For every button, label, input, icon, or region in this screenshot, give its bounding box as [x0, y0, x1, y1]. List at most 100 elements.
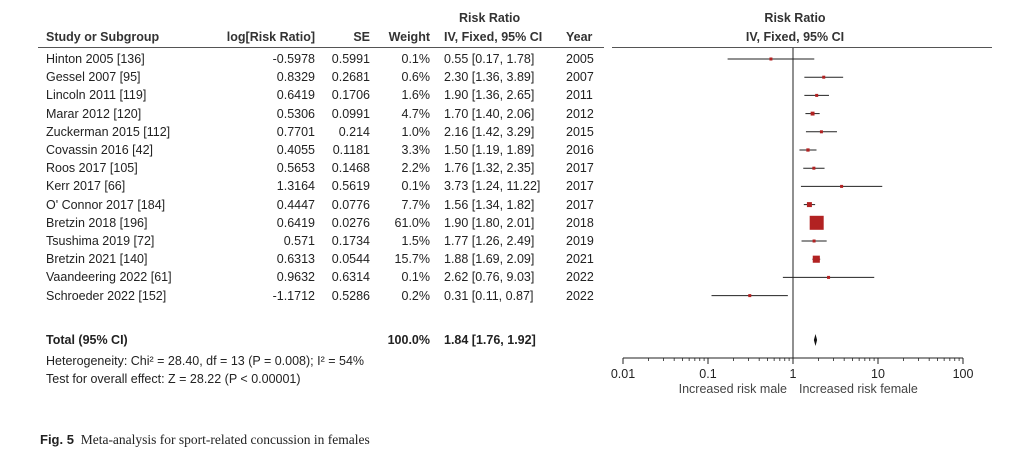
- cell-ci: 2.30 [1.36, 3.89]: [444, 70, 535, 85]
- cell-weight: 0.1%: [401, 52, 431, 66]
- cell-se: 0.5991: [331, 52, 370, 66]
- cell-year: 2011: [566, 88, 593, 103]
- pooled-diamond: [813, 334, 818, 346]
- header-log-rr: log[Risk Ratio]: [226, 30, 315, 44]
- cell-ci: 0.55 [0.17, 1.78]: [444, 52, 535, 66]
- cell-study: Bretzin 2021 [140]: [46, 252, 148, 267]
- left-direction-label: Increased risk male: [679, 382, 787, 396]
- cell-study: Tsushima 2019 [72]: [46, 234, 155, 248]
- cell-study: Hinton 2005 [136]: [46, 52, 145, 66]
- x-tick-label: 100: [953, 367, 974, 381]
- cell-weight: 0.6%: [401, 70, 431, 85]
- overall-effect-text: Test for overall effect: Z = 28.22 (P < …: [46, 372, 301, 386]
- cell-ci: 2.62 [0.76, 9.03]: [444, 270, 535, 285]
- x-tick-label: 10: [871, 367, 885, 381]
- cell-ci: 1.90 [1.36, 2.65]: [444, 88, 535, 103]
- cell-log-rr: -0.5978: [272, 52, 315, 66]
- cell-ci: 1.50 [1.19, 1.89]: [444, 143, 535, 157]
- cell-log-rr: 0.5653: [276, 161, 315, 176]
- header-ci: IV, Fixed, 95% CI: [444, 30, 543, 44]
- cell-ci: 0.31 [0.11, 0.87]: [444, 288, 534, 303]
- cell-se: 0.1706: [331, 88, 370, 103]
- cell-ci: 1.77 [1.26, 2.49]: [444, 234, 535, 248]
- cell-ci: 1.90 [1.80, 2.01]: [444, 215, 535, 230]
- cell-study: Roos 2017 [105]: [46, 161, 138, 176]
- cell-year: 2022: [566, 270, 594, 285]
- total-label: Total (95% CI): [46, 333, 128, 347]
- cell-study: Bretzin 2018 [196]: [46, 215, 148, 230]
- cell-ci: 1.70 [1.40, 2.06]: [444, 106, 535, 121]
- cell-year: 2022: [566, 288, 594, 303]
- study-marker: [769, 57, 773, 61]
- header-weight: Weight: [388, 30, 430, 44]
- cell-ci: 1.88 [1.69, 2.09]: [444, 252, 535, 267]
- cell-se: 0.0776: [331, 197, 370, 212]
- cell-se: 0.0991: [331, 106, 370, 121]
- cell-study: Gessel 2007 [95]: [46, 70, 141, 85]
- right-direction-label: Increased risk female: [799, 382, 918, 396]
- cell-study: Marar 2012 [120]: [46, 106, 142, 121]
- study-marker: [815, 93, 819, 97]
- figure-caption-text: Meta-analysis for sport-related concussi…: [80, 432, 370, 447]
- cell-log-rr: 0.5306: [276, 106, 315, 121]
- cell-year: 2012: [566, 106, 594, 121]
- cell-year: 2017: [566, 179, 594, 194]
- x-tick-label: 0.1: [699, 367, 716, 381]
- cell-year: 2017: [566, 197, 594, 212]
- cell-se: 0.1468: [331, 161, 370, 176]
- cell-weight: 0.1%: [401, 179, 431, 194]
- cell-study: Lincoln 2011 [119]: [46, 88, 147, 103]
- cell-log-rr: 0.6313: [276, 252, 315, 267]
- study-marker: [809, 215, 824, 230]
- cell-weight: 1.0%: [401, 124, 431, 139]
- header-year: Year: [566, 30, 593, 44]
- cell-study: Vaandeering 2022 [61]: [46, 270, 172, 285]
- cell-weight: 0.2%: [401, 288, 431, 303]
- study-marker: [748, 294, 752, 298]
- cell-se: 0.5286: [331, 288, 370, 303]
- cell-log-rr: 0.571: [283, 234, 315, 248]
- cell-weight: 1.6%: [401, 88, 431, 103]
- cell-year: 2019: [566, 234, 594, 248]
- study-marker: [810, 111, 815, 116]
- cell-se: 0.214: [338, 124, 370, 139]
- cell-weight: 0.1%: [401, 270, 431, 285]
- cell-year: 2015: [566, 124, 594, 139]
- cell-log-rr: 0.8329: [276, 70, 315, 85]
- total-ci: 1.84 [1.76, 1.92]: [444, 333, 536, 347]
- cell-log-rr: -1.1712: [272, 288, 315, 303]
- cell-se: 0.1181: [332, 143, 370, 157]
- study-marker: [812, 255, 820, 263]
- cell-se: 0.2681: [331, 70, 370, 85]
- cell-log-rr: 0.4447: [276, 197, 315, 212]
- cell-log-rr: 1.3164: [276, 179, 315, 194]
- study-marker: [819, 130, 823, 134]
- heterogeneity-text: Heterogeneity: Chi² = 28.40, df = 13 (P …: [46, 354, 365, 368]
- cell-se: 0.6314: [331, 270, 370, 285]
- cell-weight: 2.2%: [401, 161, 431, 176]
- cell-study: Covassin 2016 [42]: [46, 143, 154, 157]
- figure-caption: Fig. 5 Meta-analysis for sport-related c…: [40, 432, 370, 448]
- cell-weight: 61.0%: [394, 215, 430, 230]
- cell-weight: 4.7%: [401, 106, 431, 121]
- cell-log-rr: 0.9632: [276, 270, 315, 285]
- cell-study: Kerr 2017 [66]: [46, 179, 126, 194]
- risk-ratio-group-header: Risk Ratio: [459, 11, 521, 25]
- cell-weight: 15.7%: [394, 252, 430, 267]
- cell-se: 0.0276: [331, 215, 370, 230]
- cell-log-rr: 0.4055: [276, 143, 315, 157]
- cell-weight: 1.5%: [401, 234, 431, 248]
- cell-year: 2021: [566, 252, 594, 267]
- cell-weight: 7.7%: [401, 197, 431, 212]
- cell-study: O' Connor 2017 [184]: [46, 197, 166, 212]
- cell-ci: 1.76 [1.32, 2.35]: [444, 161, 535, 176]
- study-marker: [812, 166, 816, 170]
- plot-header-rule: [612, 47, 992, 48]
- cell-se: 0.5619: [331, 179, 370, 194]
- table-header-rule: [38, 47, 604, 48]
- study-marker: [806, 202, 812, 208]
- plot-title: Risk Ratio: [764, 11, 826, 25]
- study-marker: [822, 75, 826, 79]
- x-tick-label: 0.01: [611, 367, 635, 381]
- cell-year: 2018: [566, 215, 594, 230]
